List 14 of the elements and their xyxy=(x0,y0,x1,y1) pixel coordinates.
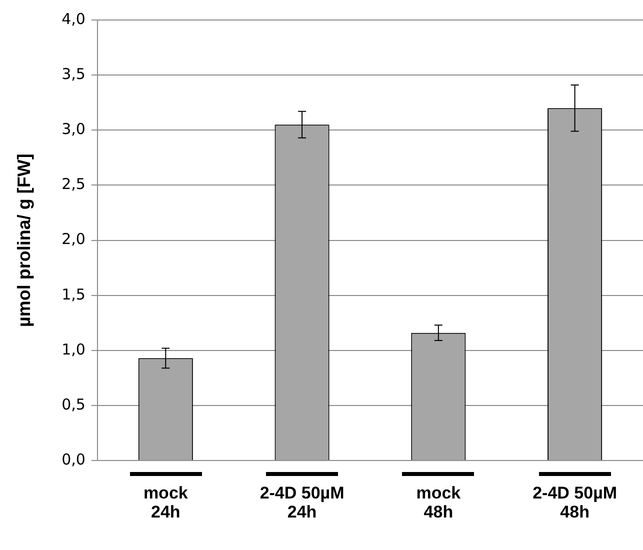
x-tick-label: mock 48h xyxy=(416,484,462,522)
y-tick-label: 1,5 xyxy=(62,285,86,304)
y-tick-label: 2,5 xyxy=(62,175,86,194)
y-axis-title: µmol prolina/ g [FW] xyxy=(14,154,34,327)
y-tick-label: 3,0 xyxy=(62,120,86,138)
x-tick-label: mock 24h xyxy=(143,484,188,522)
y-tick-label: 2,0 xyxy=(62,230,86,248)
y-tick-label: 3,5 xyxy=(62,64,86,83)
y-tick-label: 1,0 xyxy=(62,340,86,358)
y-tick-label: 0,5 xyxy=(62,395,86,414)
x-tick-label: 2-4D 50µM 24h xyxy=(260,484,344,522)
y-tick-label: 4,0 xyxy=(62,10,86,28)
y-tick-label: 0,0 xyxy=(62,450,86,468)
x-tick-label: 2-4D 50µM 48h xyxy=(532,484,618,522)
